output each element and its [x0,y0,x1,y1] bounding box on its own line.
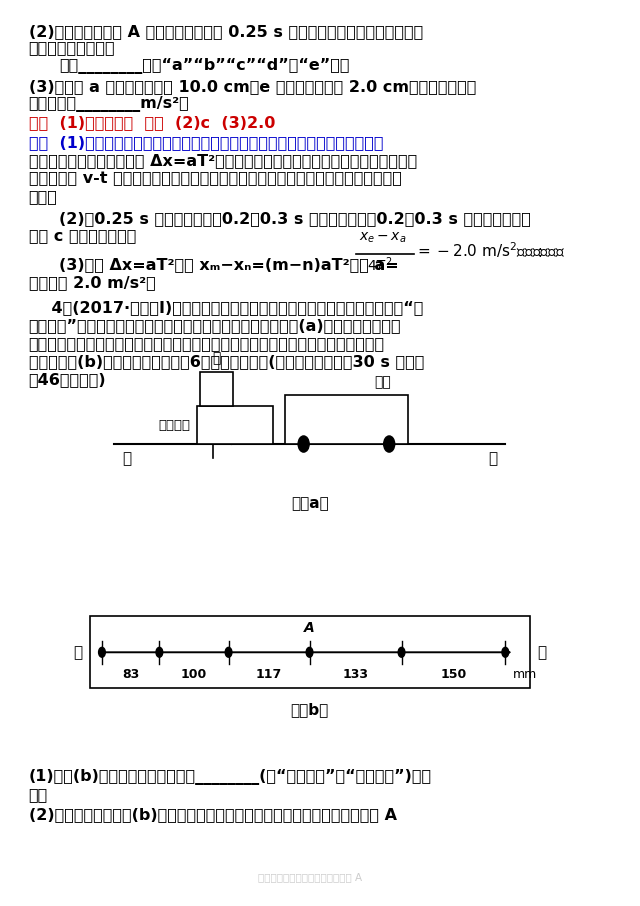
Bar [200,372,234,406]
Circle shape [99,648,106,657]
Text: 下46个小水滴): 下46个小水滴) [29,372,106,387]
Circle shape [298,436,309,452]
Text: 150: 150 [440,668,467,680]
Circle shape [306,648,313,657]
Text: 答：________（填“a”“b”“c”“d”或“e”）。: 答：________（填“a”“b”“c”“d”或“e”）。 [59,58,349,74]
Text: 图（a）: 图（a） [291,496,328,511]
Text: 117: 117 [256,668,282,680]
Text: 左: 左 [122,451,131,467]
Text: 小车: 小车 [374,375,392,390]
Text: $4T^2$: $4T^2$ [367,255,392,275]
Text: 大家一起等速运动匀变速运动向此 A: 大家一起等速运动匀变速运动向此 A [258,872,362,882]
Text: 水计时器”计量时间。实验前，将该计时器固定在小车旁，如图(a)所示。实验时，保: 水计时器”计量时间。实验前，将该计时器固定在小车旁，如图(a)所示。实验时，保 [29,318,401,333]
Text: 图（b）: 图（b） [291,702,329,718]
Text: 83: 83 [122,668,140,680]
Text: 越大。: 越大。 [29,189,58,204]
Text: 4．(2017·全国卷Ⅰ)某探究小组为了研究小车在桌面上的直线运动，用自制“滴: 4．(2017·全国卷Ⅰ)某探究小组为了研究小车在桌面上的直线运动，用自制“滴 [29,301,423,315]
Text: (3)利用 Δx=aT²，即 xₘ−xₙ=(m−n)aT²，有 a=: (3)利用 Δx=aT²，即 xₘ−xₙ=(m−n)aT²，有 a= [59,257,399,273]
Circle shape [502,648,509,657]
Text: (2)该小组同学根据图(b)的数据判断出小车做匀变速运动，理由是什么？图中 A: (2)该小组同学根据图(b)的数据判断出小车做匀变速运动，理由是什么？图中 A [29,806,397,822]
Text: 持桌面水平，用手轻推一下小车。在小车运动过程中，滴水计时器等时间间隔地滴下: 持桌面水平，用手轻推一下小车。在小车运动过程中，滴水计时器等时间间隔地滴下 [29,336,385,352]
Bar [90,616,530,689]
Circle shape [225,648,232,657]
Text: 度的大小为________m/s²。: 度的大小为________m/s²。 [29,96,189,111]
Circle shape [156,648,163,657]
Text: (3)若测得 a 段纸带的长度为 10.0 cm，e 段纸带的长度为 2.0 cm，则可求出加速: (3)若测得 a 段纸带的长度为 10.0 cm，e 段纸带的长度为 2.0 c… [29,80,476,94]
Text: $x_e - x_a$: $x_e - x_a$ [358,230,406,245]
Text: 右: 右 [537,645,546,660]
Text: 100: 100 [181,668,207,680]
Text: 133: 133 [342,668,369,680]
Text: $= -2.0\ \mathrm{m/s^2}$，所以加速度: $= -2.0\ \mathrm{m/s^2}$，所以加速度 [415,240,566,260]
Circle shape [384,436,395,452]
Text: 邻相等时间内的位移，由于 Δx=aT²，纸带长度差相等，变化规律恰好与速度一样。: 邻相等时间内的位移，由于 Δx=aT²，纸带长度差相等，变化规律恰好与速度一样。 [29,153,417,169]
Text: 水: 水 [212,351,221,365]
Text: 右: 右 [488,451,498,467]
Text: 纸带 c 段对应的长度。: 纸带 c 段对应的长度。 [29,228,136,244]
Text: A: A [304,622,315,635]
Bar [285,395,408,444]
Text: 解析  (1)纸带剪接后，水平方向每条宽度相同，正好与时间对应，竖直长度为相: 解析 (1)纸带剪接后，水平方向每条宽度相同，正好与时间对应，竖直长度为相 [29,135,383,150]
Text: 左: 左 [73,645,83,660]
Text: 答案  (1)匀减速直线  越大  (2)c  (3)2.0: 答案 (1)匀减速直线 越大 (2)c (3)2.0 [29,115,275,130]
Circle shape [398,648,405,657]
Bar [196,406,273,444]
Text: 图线可看作 v-t 图象，即速度均匀减小，纸带做匀减速运动，图象斜率越大，加速度: 图线可看作 v-t 图象，即速度均匀减小，纸带做匀减速运动，图象斜率越大，加速度 [29,171,401,186]
Text: mm: mm [513,668,537,680]
Text: 滴水针头: 滴水针头 [159,419,191,431]
Text: 的。: 的。 [29,787,48,802]
Text: (1)由图(b)可知，小车在桌面上是________(填“从右向左”或“从左向右”)运动: (1)由图(b)可知，小车在桌面上是________(填“从右向左”或“从左向右… [29,769,432,785]
Text: 哪一段纸带的长度？: 哪一段纸带的长度？ [29,40,115,55]
Text: 的大小为 2.0 m/s²。: 的大小为 2.0 m/s²。 [29,275,156,290]
Text: (2)求0.25 s 时的速度，即求0.2～0.3 s 内的平均速度，0.2～0.3 s 内的位移恰好是: (2)求0.25 s 时的速度，即求0.2～0.3 s 内的平均速度，0.2～0… [59,210,531,226]
Text: 小水滴，图(b)记录了桌面上连续的6个水滴的位置。(已知滴水计时器每30 s 内共滴: 小水滴，图(b)记录了桌面上连续的6个水滴的位置。(已知滴水计时器每30 s 内… [29,354,424,370]
Text: (2)从第一个计数点 A 开始计时，为求出 0.25 s 时刻纸带的瞬时速度，需要测出: (2)从第一个计数点 A 开始计时，为求出 0.25 s 时刻纸带的瞬时速度，需… [29,24,423,39]
